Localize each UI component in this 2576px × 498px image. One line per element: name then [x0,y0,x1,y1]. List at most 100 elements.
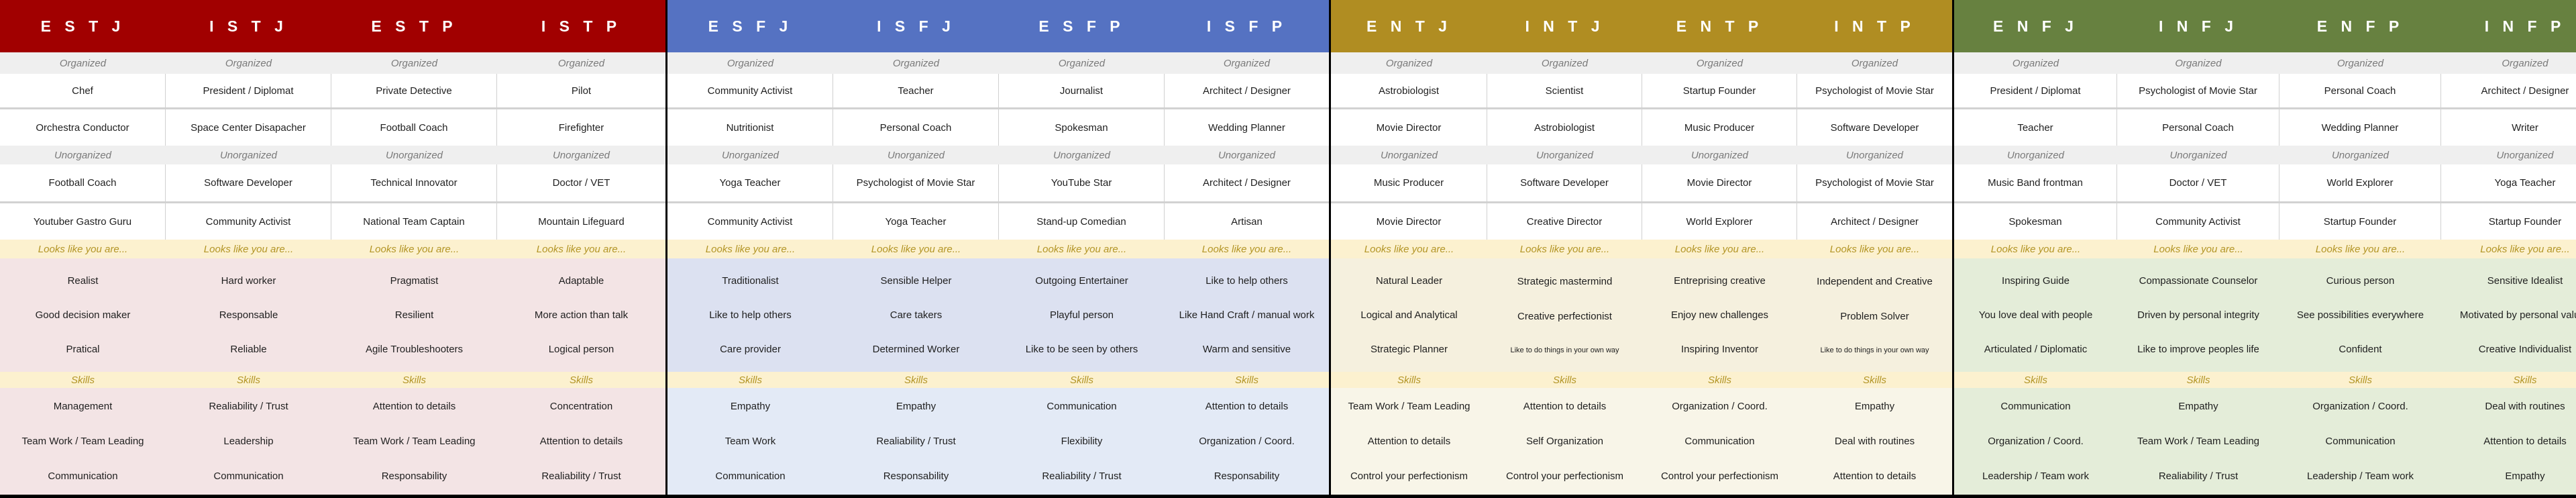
skills-label: Skills [1165,372,1329,388]
job-cell: Music Producer [1642,109,1797,146]
job-cell: Pilot [497,74,665,109]
unorganized-label: Unorganized [1487,146,1642,164]
organized-label: Organized [1331,52,1487,74]
group-grid: E S F J I S F J E S F P I S F P Organize… [667,0,1329,495]
type-header-enfp: E N F P [2279,0,2441,52]
skill: Deal with routines [1834,435,1915,447]
job-cell: Software Developer [1797,109,1952,146]
type-header-infp: I N F P [2441,0,2576,52]
skills-cell: Concentration Attention to details Realiab… [497,388,665,495]
trait: Playful person [1049,309,1114,321]
skills-cell: Attention to details Self Organization Con… [1487,388,1642,495]
skill: Realiability / Trust [876,435,956,447]
looks-like-label: Looks like you are... [1954,240,2117,258]
skill: Empathy [1854,401,1895,413]
skill: Control your perfectionism [1350,470,1468,482]
trait: You love deal with people [1978,309,2093,321]
type-header-intj: I N T J [1487,0,1642,52]
job-cell: Architect / Designer [1165,164,1329,203]
skills-label: Skills [1797,372,1952,388]
trait: Strategic mastermind [1517,275,1613,287]
skills-label: Skills [2279,372,2441,388]
unorganized-label: Unorganized [166,146,331,164]
looks-like-label: Looks like you are... [0,240,166,258]
trait: Traditionalist [722,275,779,287]
job-cell: Nutritionist [667,109,833,146]
type-header-istj: I S T J [166,0,331,52]
unorganized-label: Unorganized [2279,146,2441,164]
looks-like-label: Looks like you are... [1642,240,1797,258]
traits-cell: Strategic mastermind Creative perfectioni… [1487,258,1642,372]
looks-like-label: Looks like you are... [331,240,497,258]
type-header-enfj: E N F J [1954,0,2117,52]
trait: Like to do things in your own way [1510,346,1619,355]
skill: Flexibility [1061,435,1103,447]
job-cell: Doctor / VET [2117,164,2279,203]
trait: Like to do things in your own way [1820,346,1929,355]
skills-cell: Team Work / Team Leading Attention to det… [1331,388,1487,495]
group-red: E S T J I S T J E S T P I S T P Organize… [0,0,665,495]
skills-cell: Communication Organization / Coord. Leader… [1954,388,2117,495]
job-cell: Movie Director [1331,203,1487,240]
organized-label: Organized [1642,52,1797,74]
skill: Communication [715,470,786,482]
job-cell: Astrobiologist [1487,109,1642,146]
group-divider [1329,0,1331,498]
job-cell: Youtuber Gastro Guru [0,203,166,240]
unorganized-label: Unorganized [999,146,1165,164]
job-cell: Teacher [833,74,999,109]
skill: Self Organization [1525,435,1604,447]
skills-label: Skills [497,372,665,388]
job-cell: Startup Founder [2441,203,2576,240]
trait: Care takers [890,309,943,321]
skills-cell: Management Team Work / Team Leading Commun… [0,388,166,495]
skills-cell: Empathy Team Work / Team Leading Realiabil… [2117,388,2279,495]
job-cell: Football Coach [331,109,497,146]
unorganized-label: Unorganized [331,146,497,164]
job-cell: Psychologist of Movie Star [2117,74,2279,109]
skill: Attention to details [1523,401,1607,413]
organized-label: Organized [999,52,1165,74]
organized-label: Organized [166,52,331,74]
skill: Team Work / Team Leading [2137,435,2260,447]
skills-cell: Empathy Deal with routines Attention to de… [1797,388,1952,495]
group-grid: E N T J I N T J E N T P I N T P Organize… [1331,0,1952,495]
skills-cell: Deal with routines Attention to details Em… [2441,388,2576,495]
skills-cell: Empathy Team Work Communication [667,388,833,495]
skill: Communication [213,470,284,482]
trait: Responsable [219,309,278,321]
skills-cell: Empathy Realiability / Trust Responsabilit… [833,388,999,495]
looks-like-label: Looks like you are... [1797,240,1952,258]
skill: Control your perfectionism [1660,470,1779,482]
traits-cell: Like to help others Like Hand Craft / man… [1165,258,1329,372]
type-header-esfj: E S F J [667,0,833,52]
organized-label: Organized [833,52,999,74]
trait: Inspiring Inventor [1680,344,1759,355]
trait: Like to be seen by others [1025,344,1138,355]
skill: Attention to details [1367,435,1451,447]
trait: Entreprising creative [1674,275,1766,287]
group-divider [665,0,667,498]
job-cell: Personal Coach [2117,109,2279,146]
looks-like-label: Looks like you are... [2117,240,2279,258]
job-cell: Psychologist of Movie Star [1797,74,1952,109]
job-cell: Football Coach [0,164,166,203]
traits-cell: Compassionate Counselor Driven by persona… [2117,258,2279,372]
job-cell: Psychologist of Movie Star [1797,164,1952,203]
trait: Articulated / Diplomatic [1984,344,2088,355]
skills-label: Skills [667,372,833,388]
job-cell: Architect / Designer [2441,74,2576,109]
trait: Motivated by personal values [2459,309,2576,321]
organized-label: Organized [2117,52,2279,74]
organized-label: Organized [1954,52,2117,74]
job-cell: Firefighter [497,109,665,146]
skill: Attention to details [2483,435,2567,447]
traits-cell: Outgoing Entertainer Playful person Like t… [999,258,1165,372]
skills-cell: Organization / Coord. Communication Leader… [2279,388,2441,495]
job-cell: Movie Director [1642,164,1797,203]
skill: Deal with routines [2485,401,2565,413]
trait: Like to improve peoples life [2137,344,2259,355]
organized-label: Organized [0,52,166,74]
trait: Care provider [720,344,781,355]
